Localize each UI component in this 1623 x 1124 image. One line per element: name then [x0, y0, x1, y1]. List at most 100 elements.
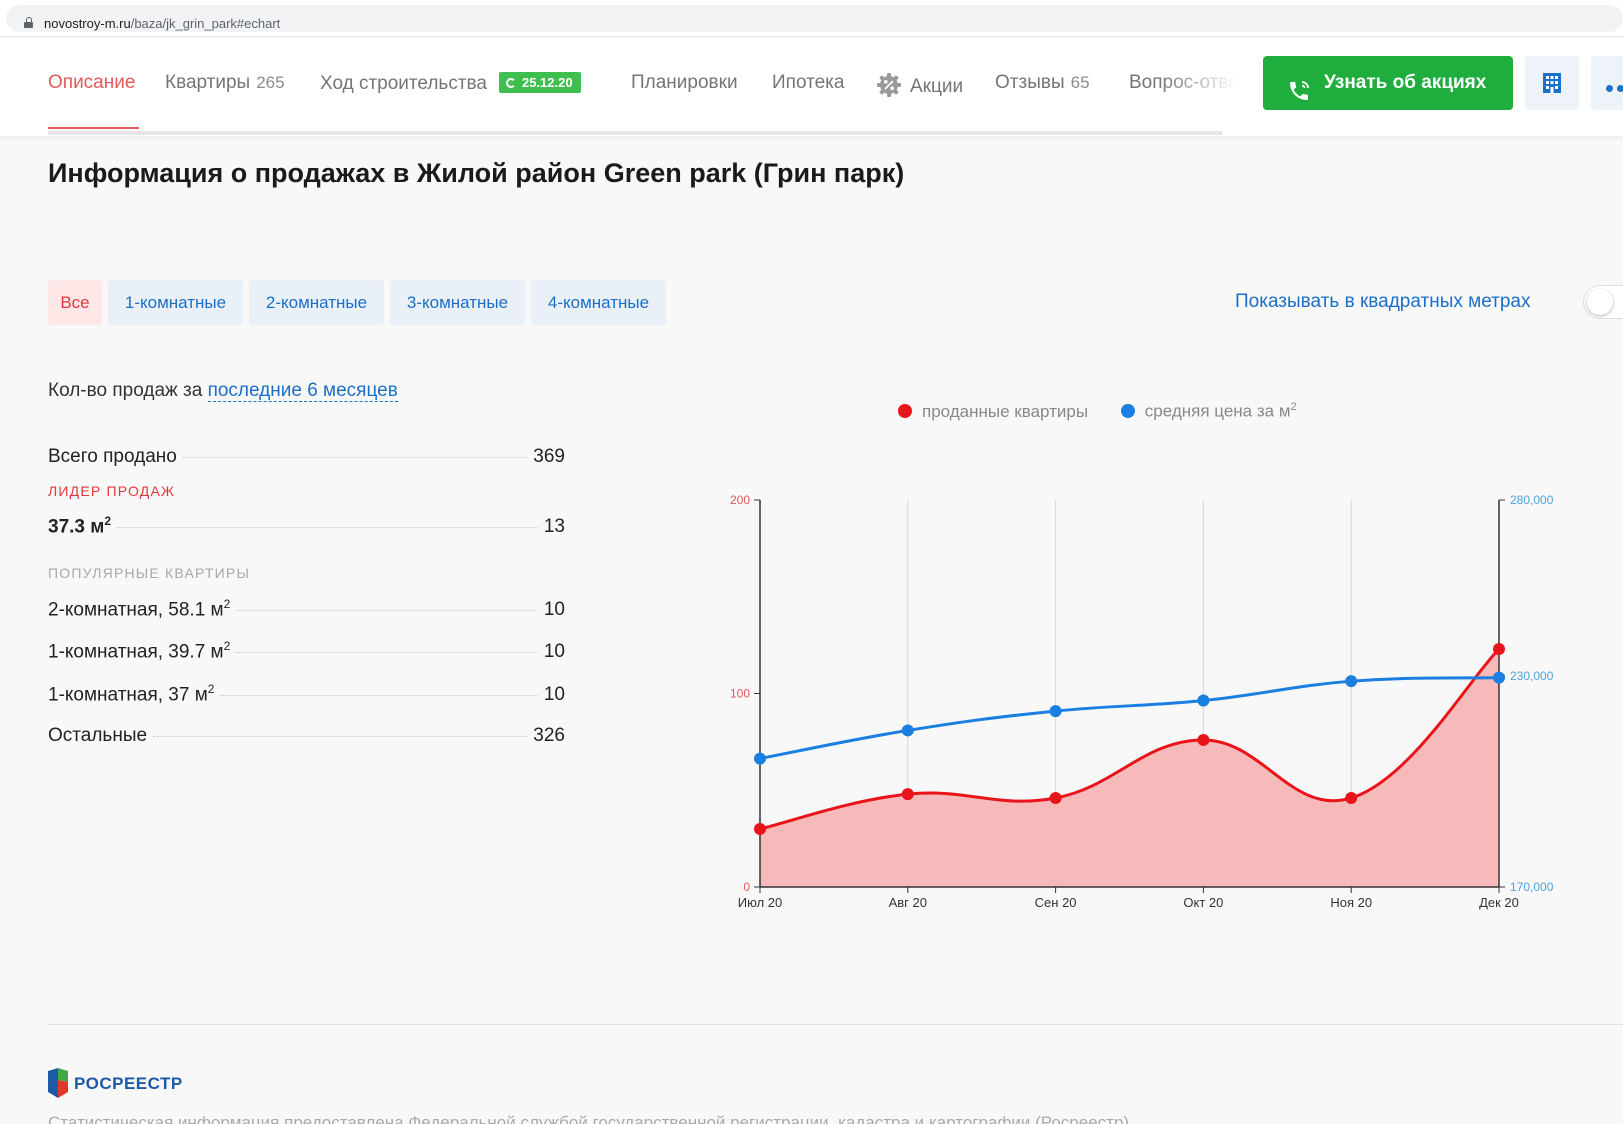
- sold-line: [759, 647, 1501, 831]
- sold-point: [1197, 733, 1210, 746]
- section-nav: Описание Квартиры 265 Ход строительства 25…: [0, 38, 1623, 136]
- leader-label-sup: 2: [104, 514, 112, 528]
- nav-fade-mask: [1160, 38, 1250, 126]
- more-options-button[interactable]: [1591, 56, 1623, 110]
- filter-3-room[interactable]: 3-комнатные: [390, 280, 525, 325]
- url-domain: novostroy-m.ru: [44, 16, 131, 31]
- tab-layouts[interactable]: Планировки: [631, 72, 738, 93]
- toggle-knob: [1587, 289, 1613, 315]
- promotions-cta-label: Узнать об акциях: [1324, 72, 1487, 93]
- sold-point: [1049, 791, 1062, 804]
- tab-reviews[interactable]: Отзывы 65: [995, 72, 1090, 94]
- popular-value: 10: [543, 684, 565, 706]
- sold-point: [1345, 791, 1358, 804]
- left-tick-label: 200: [730, 493, 750, 507]
- stats-heading: Кол-во продаж за последние 6 месяцев: [48, 380, 398, 402]
- popular-value: 10: [543, 641, 565, 663]
- building-icon: [1540, 71, 1564, 95]
- leader-label-text: 37.3 м: [48, 516, 105, 538]
- building-view-button[interactable]: [1525, 56, 1579, 110]
- url-field[interactable]: novostroy-m.ru/baza/jk_grin_park#echart: [6, 5, 1623, 32]
- tab-apartments-label: Квартиры: [165, 72, 251, 93]
- tab-promotions-label: Акции: [910, 76, 964, 97]
- x-tick-label: Дек 20: [1479, 895, 1519, 910]
- tab-reviews-count: 65: [1070, 73, 1090, 92]
- promotions-cta-button[interactable]: Узнать об акциях: [1263, 56, 1513, 110]
- price-point: [1049, 705, 1062, 718]
- x-tick-label: Ноя 20: [1330, 895, 1372, 910]
- chart-legend: проданные квартиры средняя цена за м2: [898, 401, 1325, 422]
- tab-description[interactable]: Описание: [48, 72, 136, 93]
- legend-item-price[interactable]: средняя цена за м2: [1120, 401, 1297, 422]
- stats-heading-prefix: Кол-во продаж за: [48, 380, 203, 401]
- popular-row: 2-комнатная, 58.1 м2 10: [48, 597, 565, 621]
- popular-label-sup: 2: [223, 597, 231, 611]
- construction-date-badge: 25.12.20: [498, 72, 581, 93]
- url-text: novostroy-m.ru/baza/jk_grin_park#echart: [44, 16, 280, 31]
- lock-icon: [24, 17, 33, 28]
- price-point: [901, 724, 914, 737]
- price-point: [1345, 675, 1358, 688]
- legend-label-price: средняя цена за м: [1144, 401, 1291, 421]
- popular-row: 1-комнатная, 37 м2 10: [48, 682, 565, 706]
- legend-item-sold[interactable]: проданные квартиры: [898, 402, 1088, 422]
- filter-1-room[interactable]: 1-комнатные: [108, 280, 243, 325]
- tab-construction-progress[interactable]: Ход строительства 25.12.20: [320, 72, 581, 95]
- x-tick-label: Авг 20: [889, 895, 927, 910]
- refresh-icon: [505, 78, 516, 88]
- rest-label: Остальные: [48, 725, 148, 746]
- filter-2-room[interactable]: 2-комнатные: [249, 280, 384, 325]
- section-divider: [48, 1024, 1623, 1025]
- popular-row: 1-комнатная, 39.7 м2 10: [48, 639, 565, 663]
- filter-all[interactable]: Все: [48, 280, 102, 325]
- legend-label-sold: проданные квартиры: [922, 401, 1089, 421]
- rest-value: 326: [533, 725, 565, 746]
- leader-row: 37.3 м2 13: [48, 514, 565, 538]
- leader-value: 13: [543, 516, 565, 538]
- tab-apartments-count: 265: [256, 73, 285, 92]
- price-point: [754, 752, 766, 765]
- active-tab-underline: [48, 127, 139, 129]
- sqm-toggle-switch[interactable]: [1583, 285, 1623, 319]
- tab-apartments[interactable]: Квартиры 265: [165, 72, 285, 94]
- left-tick-label: 0: [743, 880, 750, 894]
- tab-construction-label: Ход строительства: [320, 73, 487, 94]
- rest-row: Остальные 326: [48, 725, 565, 747]
- leader-label: 37.3 м2: [48, 514, 111, 538]
- right-tick-label: 280,000: [1510, 493, 1554, 507]
- more-dots-icon: [1606, 79, 1623, 97]
- x-tick-label: Июл 20: [738, 895, 782, 910]
- price-point: [1197, 694, 1210, 707]
- tab-mortgage[interactable]: Ипотека: [772, 72, 845, 93]
- total-sold-row: Всего продано 369: [48, 446, 565, 468]
- filter-4-room[interactable]: 4-комнатные: [531, 280, 666, 325]
- price-line: [759, 676, 1500, 761]
- period-link[interactable]: последние 6 месяцев: [207, 380, 398, 402]
- popular-label: 2-комнатная, 58.1 м: [48, 599, 224, 621]
- rosreestr-emblem-icon: [48, 1068, 68, 1098]
- tab-reviews-label: Отзывы: [995, 72, 1065, 93]
- url-path: /baza/jk_grin_park#echart: [130, 16, 281, 31]
- rosreestr-logo-text: РОСРЕЕСТР: [74, 1074, 183, 1093]
- popular-caption: ПОПУЛЯРНЫЕ КВАРТИРЫ: [48, 565, 251, 581]
- sqm-toggle-label[interactable]: Показывать в квадратных метрах: [1235, 291, 1531, 312]
- page-title: Информация о продажах в Жилой район Gree…: [48, 158, 905, 188]
- right-tick-label: 230,000: [1510, 669, 1554, 683]
- sold-point: [901, 788, 914, 801]
- nav-scrollbar[interactable]: [48, 131, 1223, 135]
- popular-label-sup: 2: [223, 639, 231, 653]
- popular-label-sup: 2: [207, 682, 215, 696]
- right-tick-label: 170,000: [1510, 880, 1554, 894]
- price-point: [1493, 671, 1505, 684]
- legend-dot-price: [1120, 403, 1135, 418]
- sold-point: [754, 822, 766, 835]
- phone-icon: [1287, 71, 1311, 100]
- leader-caption: ЛИДЕР ПРОДАЖ: [48, 483, 176, 499]
- legend-dot-sold: [898, 403, 912, 418]
- popular-value: 10: [543, 599, 565, 621]
- popular-label: 1-комнатная, 39.7 м: [48, 641, 224, 663]
- tab-promotions[interactable]: Акции: [876, 72, 963, 98]
- sold-point: [1493, 642, 1505, 655]
